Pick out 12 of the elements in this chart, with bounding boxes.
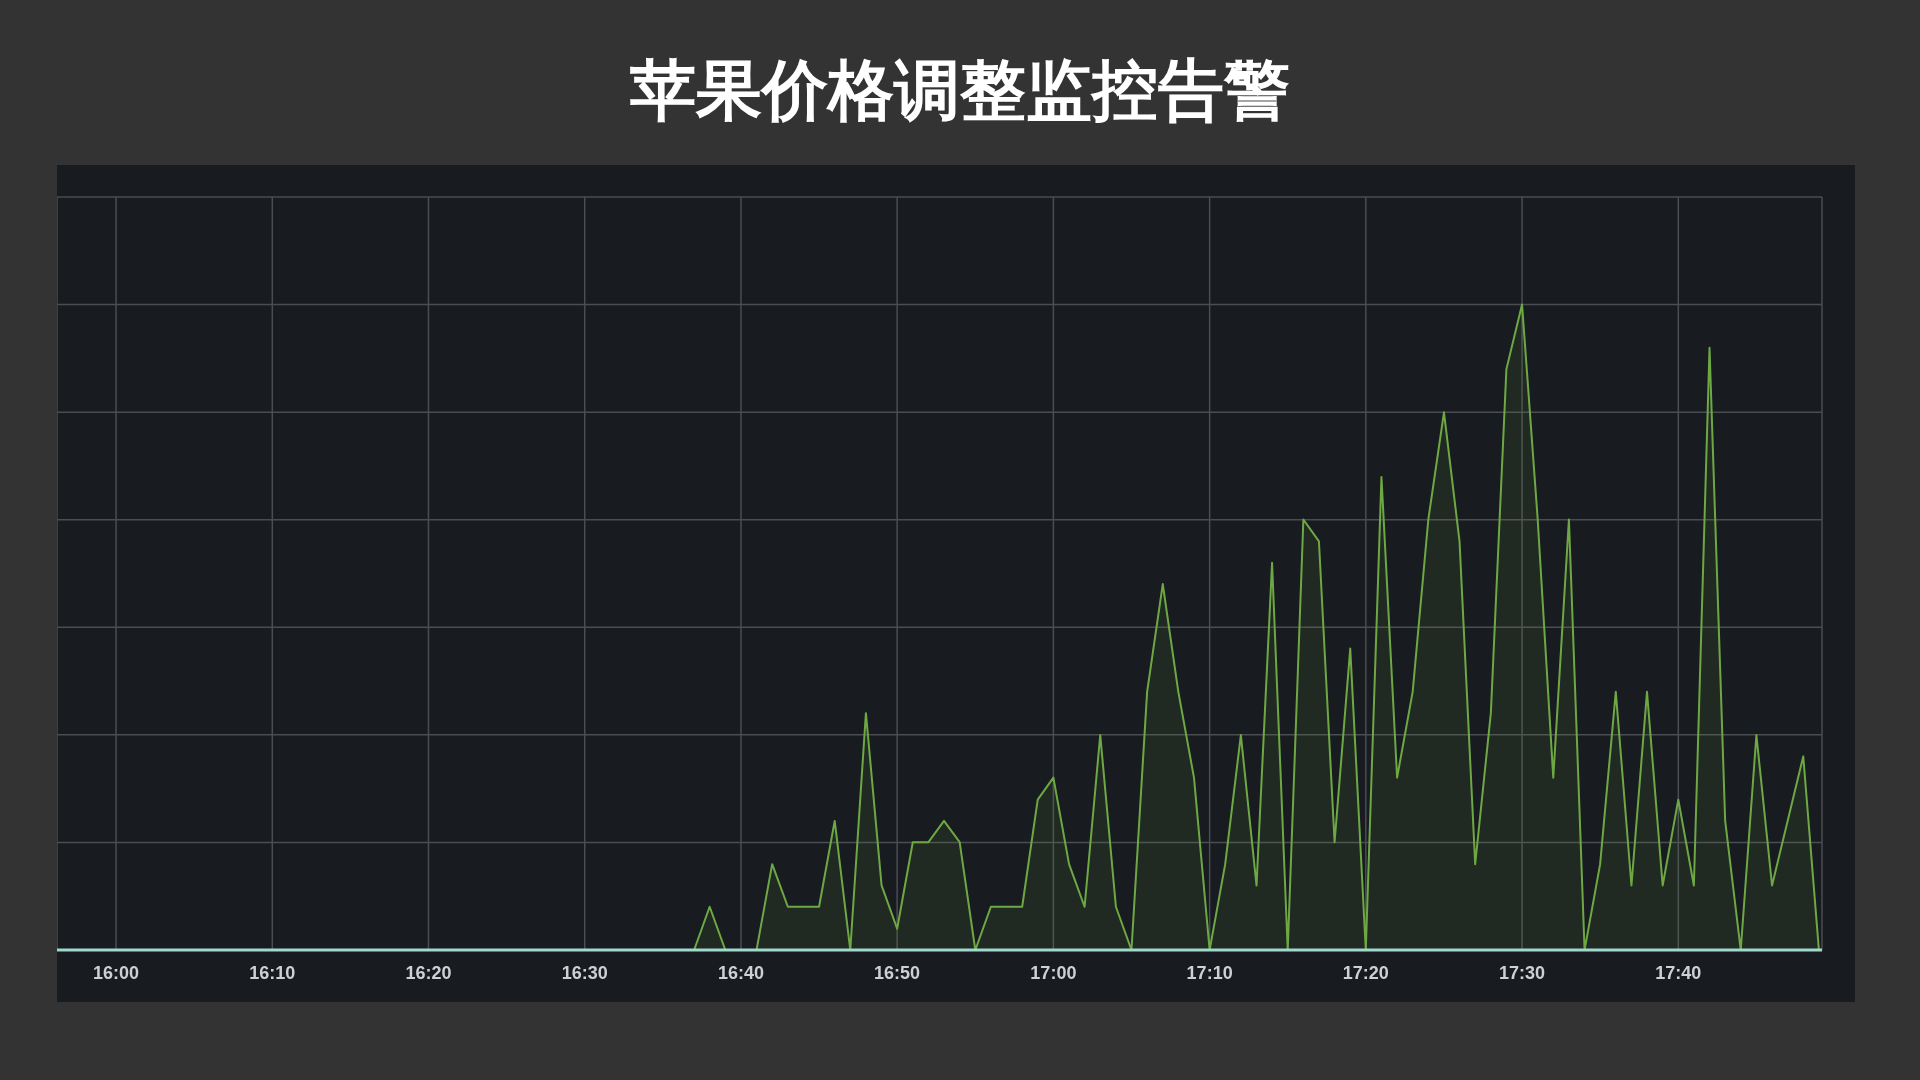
x-tick-label: 17:40 [1655,962,1702,983]
x-tick-label: 17:00 [1030,962,1077,983]
chart-title: 苹果价格调整监控告警 [629,51,1291,131]
x-tick-label: 16:40 [717,962,764,983]
x-tick-label: 17:10 [1186,962,1233,983]
x-tick-label: 16:20 [405,962,452,983]
x-tick-label: 17:30 [1499,962,1546,983]
x-tick-label: 16:10 [249,962,296,983]
x-tick-label: 16:50 [874,962,921,983]
x-tick-label: 17:20 [1342,962,1389,983]
x-tick-label: 16:30 [561,962,608,983]
x-tick-label: 16:00 [93,962,140,983]
